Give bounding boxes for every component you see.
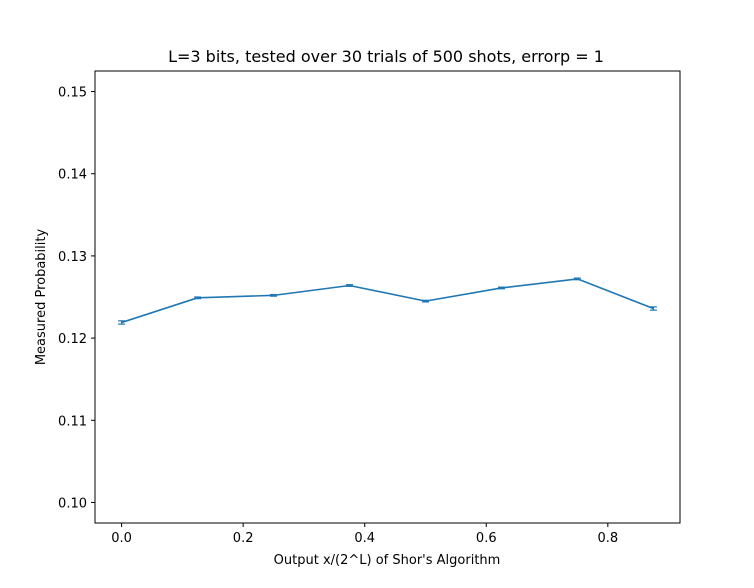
x-tick-label: 0.2 [233, 531, 254, 546]
x-tick-label: 0.6 [476, 531, 497, 546]
plot-frame [94, 70, 681, 524]
series-line [121, 278, 654, 324]
x-tick-label: 0.8 [597, 531, 618, 546]
y-tick-label: 0.13 [58, 250, 87, 265]
y-tick-label: 0.10 [58, 496, 87, 511]
y-axis-label: Measured Probability [34, 229, 49, 366]
y-tick-label: 0.11 [58, 414, 87, 429]
x-tick-label: 0.0 [111, 531, 132, 546]
y-tick-label: 0.12 [58, 332, 87, 347]
y-tick-label: 0.14 [58, 168, 87, 183]
x-tick-label: 0.4 [354, 531, 375, 546]
chart-title: L=3 bits, tested over 30 trials of 500 s… [168, 47, 604, 66]
x-axis-label: Output x/(2^L) of Shor's Algorithm [274, 553, 501, 568]
y-tick-label: 0.15 [58, 86, 87, 101]
